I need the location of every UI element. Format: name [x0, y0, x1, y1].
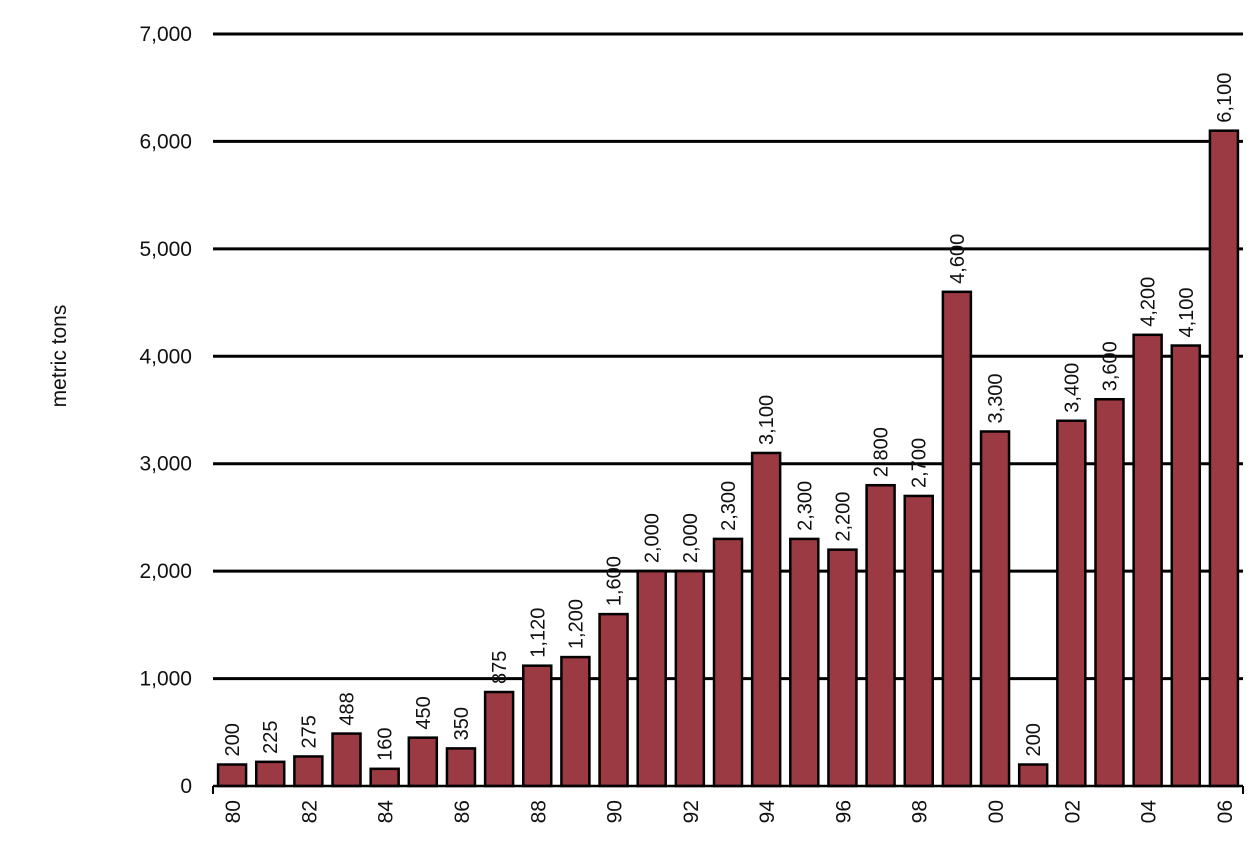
bar-84 — [369, 767, 400, 788]
data-label: 2,000 — [680, 513, 702, 563]
bar-81 — [254, 760, 286, 788]
y-axis-ticks: 0 1,000 2,000 3,000 4,000 5,000 6,000 7,000 — [139, 23, 192, 798]
x-tick-label: 00 — [985, 800, 1008, 823]
data-label: 2,300 — [718, 481, 740, 531]
bar-01 — [1017, 763, 1049, 788]
data-label: 450 — [413, 696, 435, 729]
bar-00 — [979, 430, 1011, 788]
y-tick-label: 3,000 — [139, 453, 192, 476]
bar-98 — [903, 494, 934, 788]
bars — [216, 129, 1240, 788]
data-label: 275 — [298, 715, 320, 748]
axes — [212, 784, 1244, 794]
data-label: 3,100 — [756, 395, 778, 445]
x-tick-label: 92 — [680, 800, 703, 823]
bar-95 — [789, 537, 820, 788]
y-tick-label: 7,000 — [139, 23, 192, 46]
data-label: 875 — [489, 651, 511, 684]
x-tick-label: 84 — [375, 800, 398, 824]
bar-94 — [750, 451, 782, 788]
bar-96 — [827, 548, 858, 788]
y-tick-label: 5,000 — [139, 238, 192, 261]
y-tick-label: 6,000 — [139, 130, 192, 153]
y-tick-label: 0 — [180, 775, 192, 798]
bar-86 — [445, 747, 477, 788]
bar-88 — [522, 664, 553, 788]
x-tick-label: 90 — [604, 800, 627, 823]
gridlines — [213, 32, 1243, 681]
x-tick-label: 82 — [298, 800, 321, 823]
data-label: 488 — [337, 692, 359, 725]
bar-93 — [712, 537, 744, 788]
x-tick-label: 02 — [1061, 800, 1084, 823]
data-label: 2,300 — [794, 481, 816, 531]
bar-90 — [598, 612, 629, 788]
data-label: 160 — [375, 727, 397, 760]
data-label: 200 — [1023, 723, 1045, 756]
data-label: 4,200 — [1138, 277, 1160, 327]
bar-80 — [216, 763, 248, 788]
y-tick-label: 4,000 — [139, 345, 192, 368]
data-label: 225 — [260, 720, 282, 753]
bar-06 — [1208, 129, 1240, 788]
x-tick-label: 88 — [527, 800, 550, 823]
data-label: 1,200 — [565, 599, 587, 649]
bar-97 — [865, 483, 896, 788]
data-label: 2,200 — [832, 492, 854, 542]
data-label: 4,100 — [1176, 287, 1198, 337]
data-label: 2,700 — [909, 438, 931, 488]
x-axis-ticks: 80 82 84 86 88 90 92 94 96 98 00 02 04 06 — [222, 800, 1237, 824]
data-labels: 200 225 275 488 160 450 350 875 1,120 1,200 1,600 2… — [222, 73, 1236, 761]
x-tick-label: 98 — [909, 800, 932, 823]
data-label: 3,400 — [1061, 363, 1083, 413]
x-tick-label: 96 — [832, 800, 855, 823]
x-tick-label: 86 — [451, 800, 474, 823]
bar-83 — [331, 732, 362, 788]
bar-04 — [1132, 333, 1163, 788]
data-label: 200 — [222, 723, 244, 756]
bar-92 — [674, 569, 706, 788]
bar-82 — [293, 755, 324, 788]
bar-99 — [941, 290, 973, 788]
y-axis-label: metric tons — [48, 305, 71, 408]
data-label: 2,000 — [642, 513, 664, 563]
x-tick-label: 94 — [756, 800, 779, 824]
data-label: 3,600 — [1099, 341, 1121, 391]
data-label: 350 — [451, 707, 473, 740]
x-tick-label: 06 — [1214, 800, 1237, 823]
bar-87 — [483, 690, 515, 788]
data-label: 1,120 — [527, 608, 549, 658]
data-label: 1,600 — [604, 556, 626, 606]
y-tick-label: 2,000 — [139, 560, 192, 583]
data-label: 6,100 — [1214, 73, 1236, 123]
data-label: 2,800 — [871, 427, 893, 477]
bar-03 — [1094, 398, 1125, 788]
x-tick-label: 04 — [1138, 800, 1161, 824]
y-tick-label: 1,000 — [139, 668, 192, 691]
bar-85 — [407, 736, 439, 788]
data-label: 4,600 — [947, 234, 969, 284]
x-tick-label: 80 — [222, 800, 245, 823]
bar-89 — [560, 655, 591, 788]
data-label: 3,300 — [985, 373, 1007, 423]
bar-05 — [1170, 344, 1202, 788]
bar-02 — [1056, 419, 1087, 788]
bar-91 — [636, 569, 667, 788]
